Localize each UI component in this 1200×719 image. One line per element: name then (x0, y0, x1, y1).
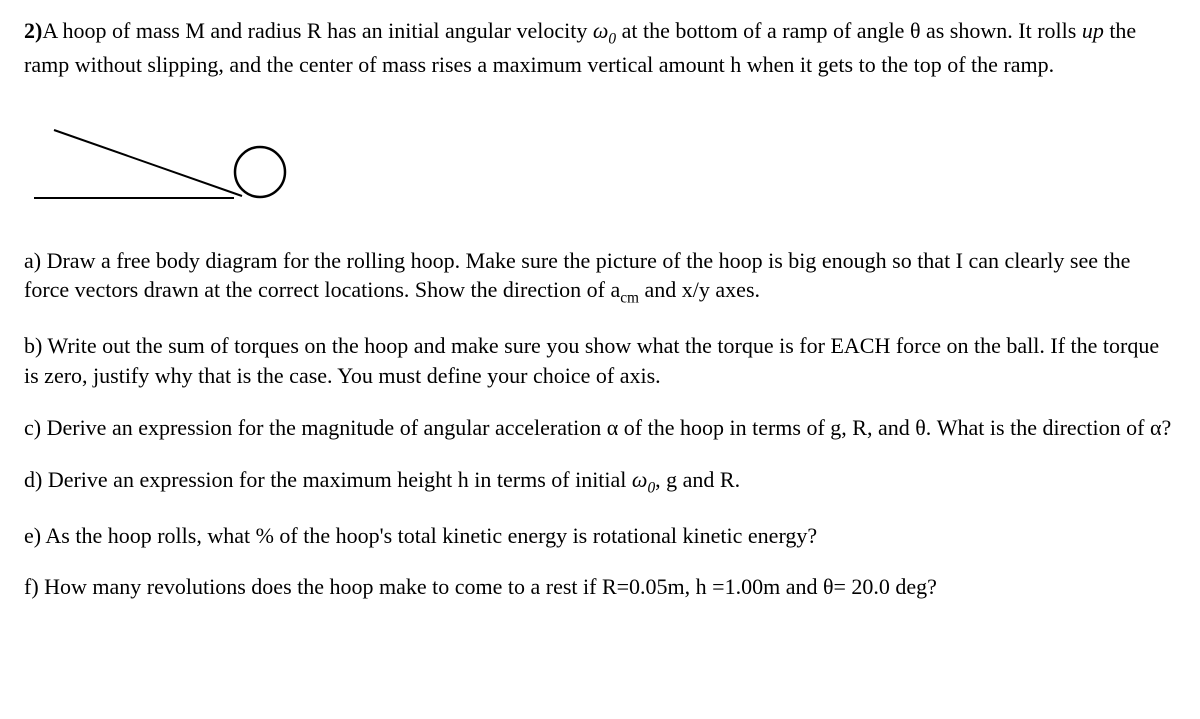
ramp-line (54, 130, 242, 196)
part-a: a) Draw a free body diagram for the roll… (24, 246, 1176, 310)
part-d: d) Derive an expression for the maximum … (24, 465, 1176, 499)
part-f-label: f) (24, 574, 39, 599)
part-a-text1: Draw a free body diagram for the rolling… (24, 248, 1130, 303)
part-e-label: e) (24, 523, 41, 548)
part-d-text2: , g and R. (655, 467, 740, 492)
part-c-label: c) (24, 415, 41, 440)
part-f-text: How many revolutions does the hoop make … (39, 574, 937, 599)
part-d-omega: ω (632, 467, 648, 492)
part-c: c) Derive an expression for the magnitud… (24, 413, 1176, 443)
intro-text-2: at the bottom of a ramp of angle θ as sh… (616, 18, 1082, 43)
up-word: up (1082, 18, 1104, 43)
part-b-label: b) (24, 333, 42, 358)
part-b: b) Write out the sum of torques on the h… (24, 331, 1176, 390)
part-a-text2: and x/y axes. (639, 277, 760, 302)
part-d-text1: Derive an expression for the maximum hei… (42, 467, 632, 492)
problem-intro: 2)A hoop of mass M and radius R has an i… (24, 16, 1176, 80)
omega-symbol: ω (593, 18, 609, 43)
ramp-hoop-diagram (24, 108, 1176, 216)
hoop-circle (235, 147, 285, 197)
part-d-label: d) (24, 467, 42, 492)
part-e: e) As the hoop rolls, what % of the hoop… (24, 521, 1176, 551)
problem-number: 2) (24, 18, 42, 43)
part-e-text: As the hoop rolls, what % of the hoop's … (41, 523, 817, 548)
part-c-text: Derive an expression for the magnitude o… (41, 415, 1171, 440)
part-f: f) How many revolutions does the hoop ma… (24, 572, 1176, 602)
acm-sub: cm (620, 290, 639, 307)
part-a-label: a) (24, 248, 41, 273)
omega-sub: 0 (608, 18, 616, 43)
part-b-text: Write out the sum of torques on the hoop… (24, 333, 1159, 388)
intro-text-1: A hoop of mass M and radius R has an ini… (42, 18, 593, 43)
